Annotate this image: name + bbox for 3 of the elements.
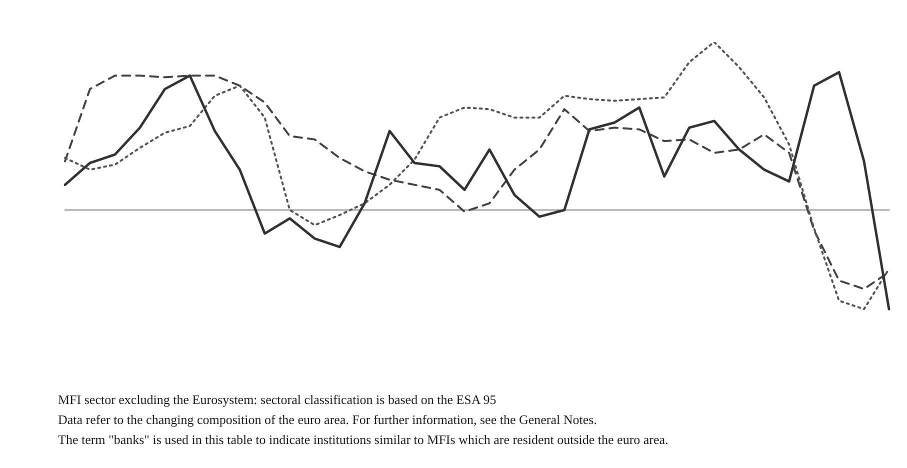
text: The term "banks" is used in this table to indicate institutions similar to MFIs which are resident outside the euro area. (58, 431, 670, 449)
text: Data refer to the changing composition of the euro area. For further information, see the General Notes. (58, 411, 598, 429)
text: MFI sector excluding the Eurosystem: sectoral classification is based on the ESA 95 (58, 391, 498, 409)
